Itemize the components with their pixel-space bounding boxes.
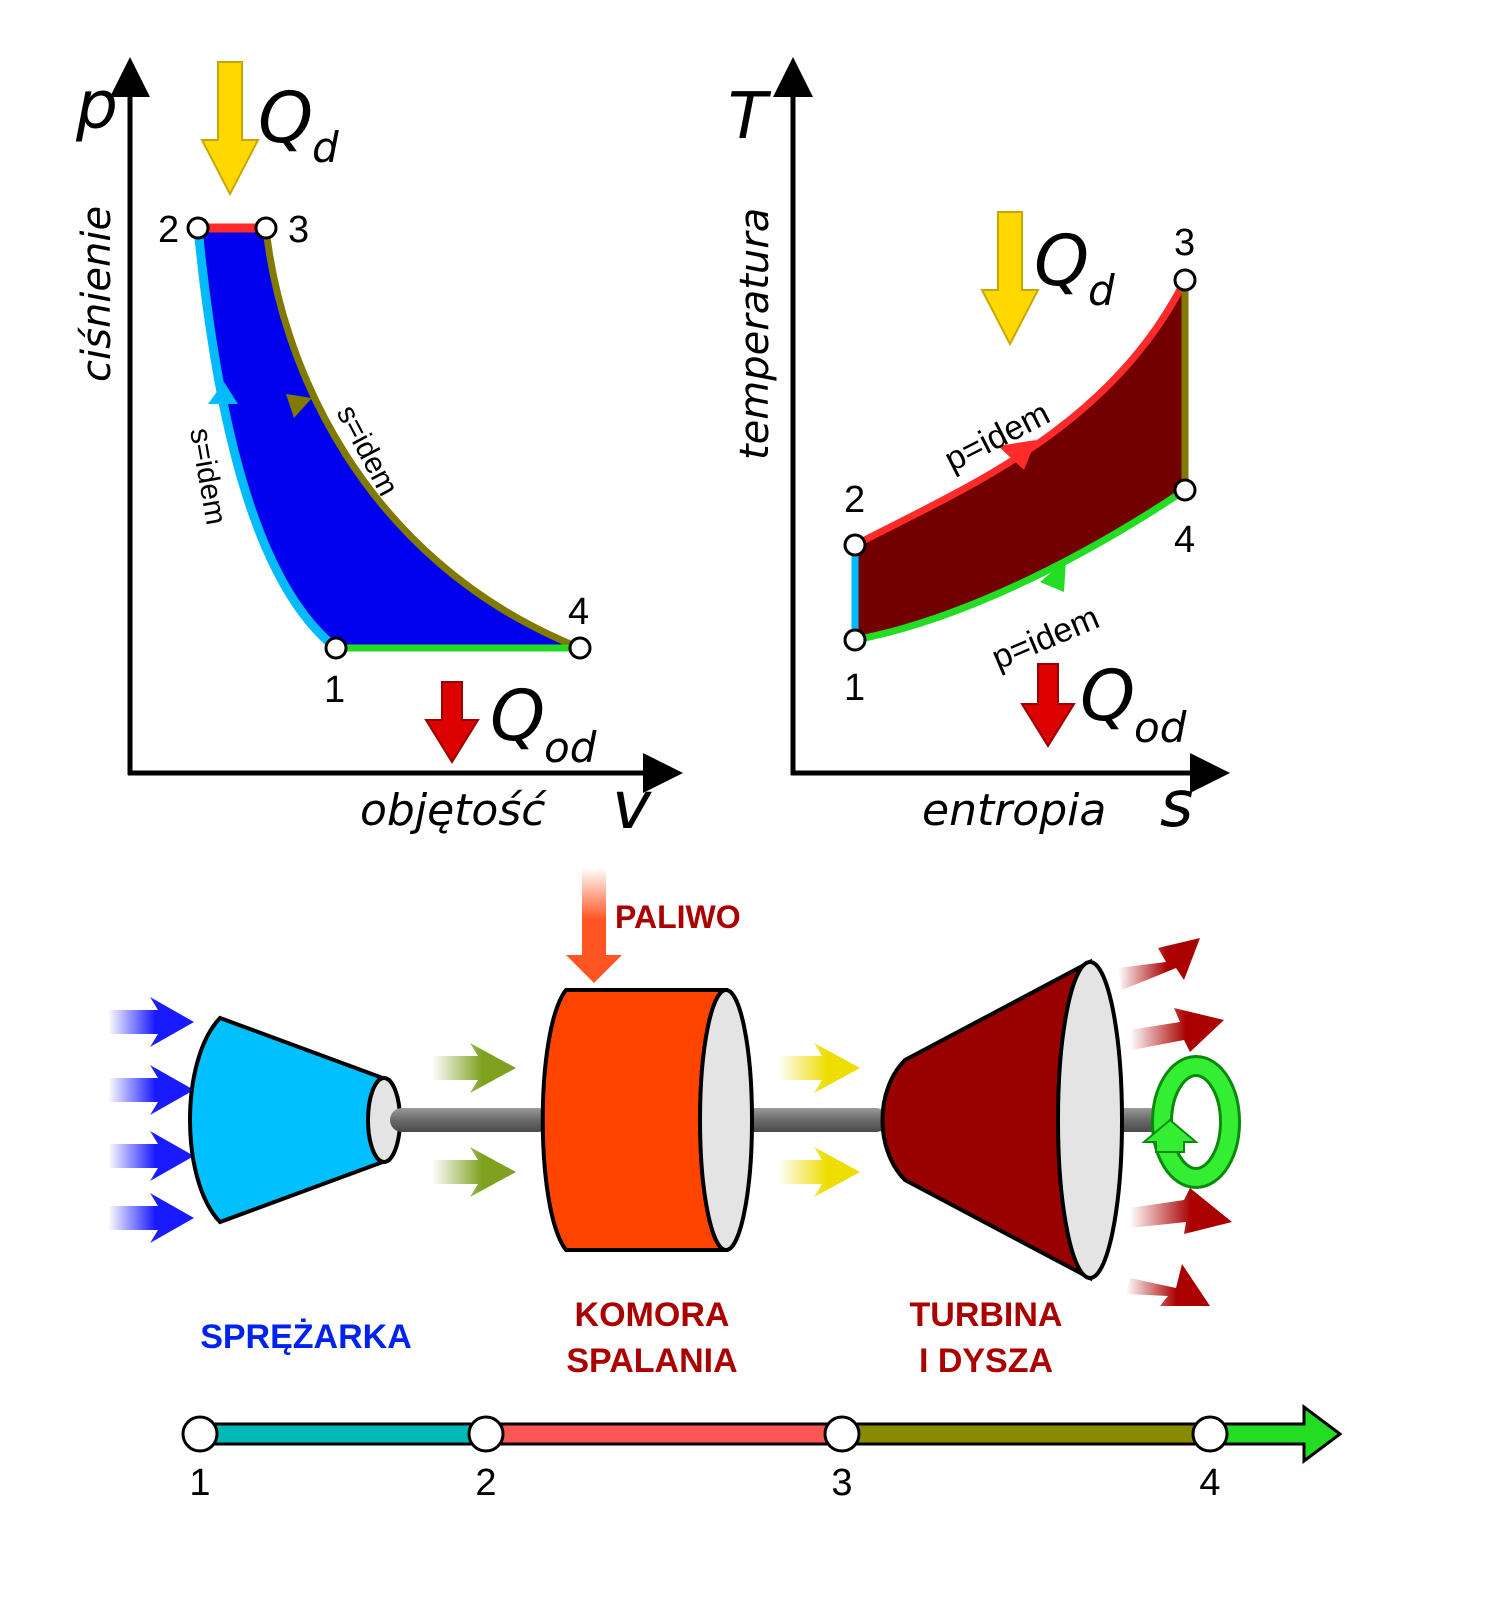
pv-cycle-area <box>198 228 580 648</box>
chamber-label-line2: SPALANIA <box>566 1342 737 1380</box>
pv-point-4 <box>568 636 592 660</box>
pv-left-curve-label: s=idem <box>183 425 232 527</box>
ts-heat-in-symbol: Q <box>1034 220 1089 302</box>
timeline-point-3-label: 3 <box>831 1462 852 1504</box>
timeline-point-2 <box>467 1415 505 1453</box>
pv-heat-in-arrow <box>200 61 260 197</box>
pv-point-2-label: 2 <box>158 209 179 251</box>
pv-y-label: ciśnienie <box>74 206 120 382</box>
ts-heat-addition-direction-arrow <box>998 440 1036 470</box>
ts-x-symbol: s <box>1160 768 1193 842</box>
turbine-label-line2: I DYSZA <box>919 1342 1053 1380</box>
timeline-point-4 <box>1191 1415 1229 1453</box>
timeline-point-1 <box>181 1415 219 1453</box>
timeline-exhaust-arrow <box>1208 1404 1343 1464</box>
chamber-label-line1: KOMORA <box>575 1296 730 1334</box>
ts-y-symbol: T <box>728 80 772 154</box>
ts-heat-rejection-direction-arrow <box>1040 560 1066 592</box>
pv-x-label: objętość <box>360 785 547 836</box>
pv-expansion-direction-arrow <box>286 394 312 418</box>
ts-heat-out-symbol: Q <box>1080 655 1135 737</box>
pv-point-1-label: 1 <box>324 669 345 711</box>
pv-point-1 <box>324 636 348 660</box>
ts-heat-rejection-curve <box>854 487 1187 644</box>
ts-diagram: T temperatura entropia s Q d Q od 1 2 3 … <box>728 57 1230 842</box>
turbine-label-line1: TURBINA <box>910 1296 1063 1334</box>
pv-compression-direction-arrow <box>208 382 238 404</box>
ts-point-1 <box>843 628 867 652</box>
compressor-label: SPRĘŻARKA <box>200 1318 412 1356</box>
timeline-point-4-label: 4 <box>1199 1462 1220 1504</box>
pv-diagram: p ciśnienie objętość v Q d Q od 1 2 3 4 … <box>74 57 683 844</box>
ts-heat-in-subscript: d <box>1088 266 1115 315</box>
ts-point-2-label: 2 <box>844 479 865 521</box>
ts-x-label: entropia <box>922 785 1106 836</box>
pv-x-symbol: v <box>612 767 652 844</box>
pv-point-2 <box>186 216 210 240</box>
pv-heat-out-arrow <box>424 681 480 764</box>
turbine <box>880 958 1124 1282</box>
pv-heat-out-subscript: od <box>544 723 597 772</box>
exhaust-arrows <box>1118 938 1232 1306</box>
shaft-chamber-to-turbine <box>728 1108 888 1132</box>
fuel-arrow <box>566 868 622 983</box>
pv-heat-in-symbol: Q <box>258 77 313 159</box>
ts-point-2 <box>843 533 867 557</box>
hot-gas-arrows <box>778 1043 860 1197</box>
ts-point-3 <box>1173 268 1197 292</box>
ts-point-3-label: 3 <box>1174 222 1195 264</box>
ts-heat-out-subscript: od <box>1134 703 1187 752</box>
timeline-point-1-label: 1 <box>189 1462 210 1504</box>
pv-expansion-curve <box>262 227 582 652</box>
timeline-segment-compression <box>198 1422 488 1446</box>
ts-point-1-label: 1 <box>844 667 865 709</box>
ts-heat-in-arrow <box>980 211 1040 347</box>
ts-heat-out-arrow <box>1020 663 1076 748</box>
pv-point-4-label: 4 <box>568 591 589 633</box>
fuel-label: PALIWO <box>615 899 741 935</box>
intake-air-arrows <box>108 997 194 1243</box>
pv-heat-out-symbol: Q <box>490 675 545 757</box>
process-timeline: 1 2 3 4 <box>181 1404 1343 1504</box>
pv-point-3-label: 3 <box>288 209 309 251</box>
timeline-point-2-label: 2 <box>475 1462 496 1504</box>
pv-heat-in-subscript: d <box>312 123 339 172</box>
timeline-segment-combustion <box>484 1422 844 1446</box>
timeline-segment-expansion <box>840 1422 1212 1446</box>
pv-point-3 <box>254 216 278 240</box>
rotation-icon <box>1141 1055 1241 1189</box>
pv-compression-curve <box>193 227 339 652</box>
ts-point-4-label: 4 <box>1174 519 1195 561</box>
shaft-compressor-to-chamber <box>390 1108 550 1132</box>
combustion-chamber <box>540 988 754 1252</box>
compressor <box>188 1015 402 1225</box>
timeline-point-3 <box>823 1415 861 1453</box>
ts-y-label: temperatura <box>732 208 778 460</box>
compressed-air-arrows <box>432 1043 516 1197</box>
engine-schematic: PALIWO SPRĘŻARKA <box>108 868 1241 1380</box>
pv-y-symbol: p <box>75 67 118 144</box>
ts-point-4 <box>1173 478 1197 502</box>
